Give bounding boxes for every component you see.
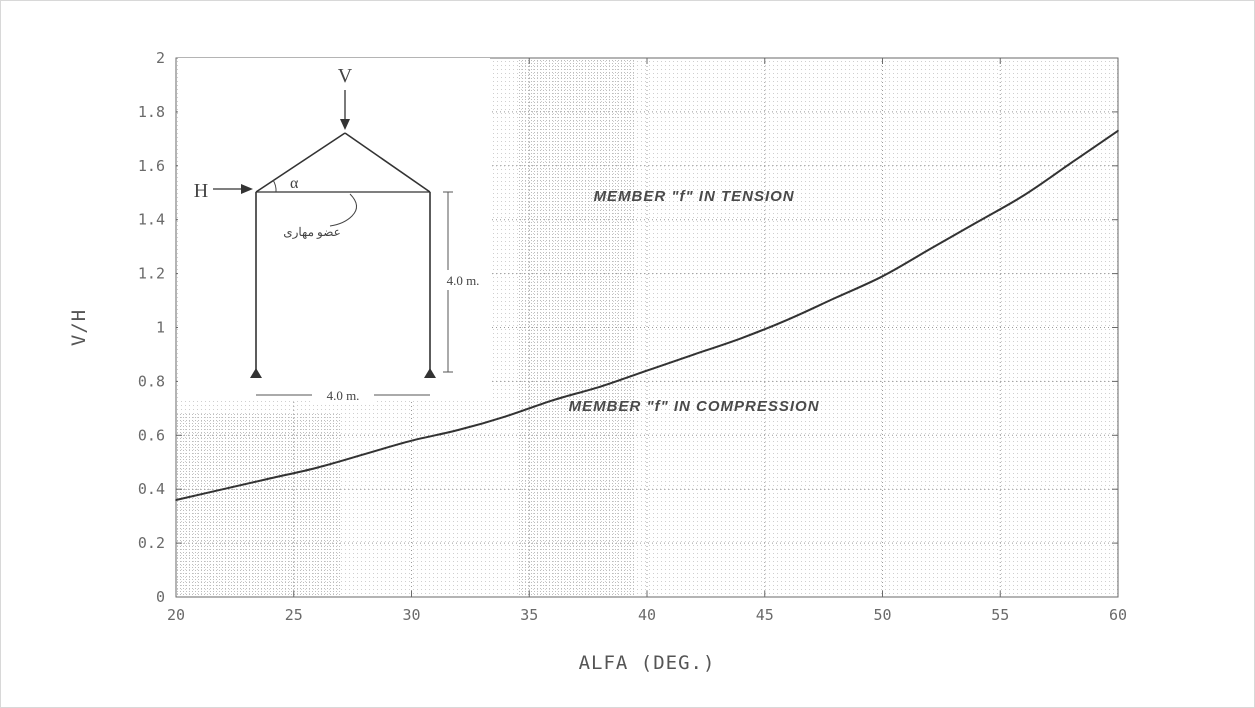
h-arrowhead bbox=[241, 184, 253, 194]
v-label: V bbox=[338, 65, 353, 87]
x-tick-label: 40 bbox=[638, 606, 656, 624]
frame-diagram-inset: V H α عضو مهاری 4.0 m. 4.0 m. bbox=[178, 58, 490, 404]
data-point bbox=[599, 386, 601, 388]
data-point bbox=[646, 369, 648, 372]
right-rafter bbox=[344, 132, 431, 193]
data-point bbox=[457, 429, 460, 431]
y-tick-label: 1.2 bbox=[138, 265, 165, 283]
data-point bbox=[740, 337, 742, 340]
alpha-label: α bbox=[290, 175, 299, 192]
y-tick-label: 0.2 bbox=[138, 534, 165, 552]
y-tick-label: 0.6 bbox=[138, 426, 165, 444]
x-tick-label: 60 bbox=[1109, 606, 1127, 624]
left-rafter bbox=[255, 132, 346, 193]
x-tick-label: 55 bbox=[991, 606, 1009, 624]
data-layer bbox=[175, 129, 1119, 501]
h-label: H bbox=[194, 180, 208, 202]
x-tick-label: 30 bbox=[402, 606, 420, 624]
y-tick-label: 0 bbox=[156, 588, 165, 606]
v-arrowhead bbox=[340, 119, 350, 130]
x-tick-label: 45 bbox=[756, 606, 774, 624]
angle-arc bbox=[272, 179, 277, 193]
height-label: 4.0 m. bbox=[447, 273, 480, 288]
data-point bbox=[363, 453, 366, 456]
data-point bbox=[316, 466, 319, 469]
y-tick-label: 0.4 bbox=[138, 480, 165, 498]
data-point bbox=[269, 477, 272, 480]
x-tick-label: 20 bbox=[167, 606, 185, 624]
x-axis-label: ALFA (DEG.) bbox=[579, 652, 716, 674]
data-point bbox=[928, 248, 931, 251]
x-tick-label: 25 bbox=[285, 606, 303, 624]
span-label-bg bbox=[312, 386, 374, 404]
y-tick-label: 2 bbox=[156, 49, 165, 67]
y-tick-label: 1.6 bbox=[138, 157, 165, 175]
right-support bbox=[424, 368, 436, 378]
data-point bbox=[504, 415, 507, 418]
member-pointer bbox=[329, 193, 357, 227]
inset-background bbox=[178, 58, 490, 401]
x-tick-label: 50 bbox=[873, 606, 891, 624]
data-point bbox=[222, 488, 224, 491]
data-point bbox=[1023, 194, 1025, 197]
tension-region-label: MEMBER "f" IN TENSION bbox=[594, 188, 795, 205]
member-label: عضو مهاری bbox=[283, 225, 341, 239]
data-point bbox=[693, 353, 695, 356]
data-point bbox=[175, 499, 177, 501]
y-tick-label: 1 bbox=[156, 319, 165, 337]
data-point bbox=[834, 297, 837, 299]
y-tick-label: 0.8 bbox=[138, 372, 165, 390]
data-point bbox=[975, 221, 978, 224]
shaded-region bbox=[176, 413, 341, 597]
data-point bbox=[1117, 130, 1119, 132]
y-axis-label: V/H bbox=[68, 309, 90, 346]
axis-labels: 20 25 30 35 40 45 50 55 60 0 0.2 0.4 0.6 0.8 1 1.2 1.4 1.… bbox=[68, 49, 1127, 674]
data-point bbox=[552, 399, 554, 402]
span-label: 4.0 m. bbox=[327, 388, 360, 403]
data-point bbox=[1070, 162, 1072, 164]
height-label-bg bbox=[437, 270, 489, 290]
x-tick-label: 35 bbox=[520, 606, 538, 624]
y-tick-label: 1.4 bbox=[138, 211, 165, 229]
y-tick-label: 1.8 bbox=[138, 103, 165, 121]
data-point bbox=[410, 439, 413, 442]
data-point bbox=[881, 275, 884, 278]
data-point bbox=[787, 318, 790, 321]
compression-region-label: MEMBER "f" IN COMPRESSION bbox=[569, 398, 820, 415]
left-support bbox=[250, 368, 262, 378]
